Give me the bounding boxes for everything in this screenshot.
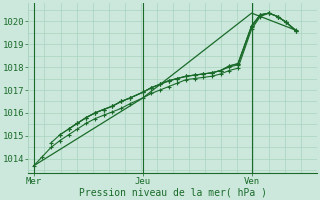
X-axis label: Pression niveau de la mer( hPa ): Pression niveau de la mer( hPa )	[79, 187, 267, 197]
